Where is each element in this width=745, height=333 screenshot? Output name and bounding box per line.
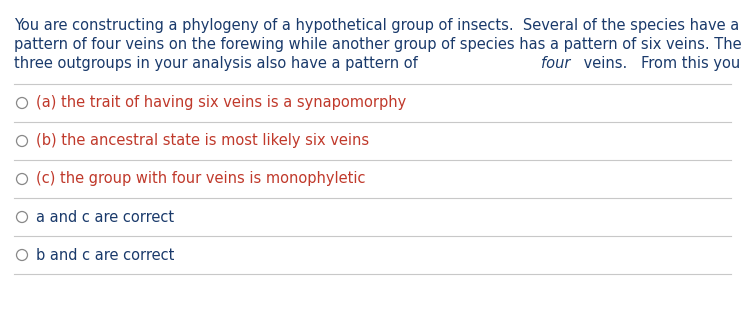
Circle shape bbox=[16, 249, 28, 260]
Text: You are constructing a phylogeny of a hypothetical group of insects.  Several of: You are constructing a phylogeny of a hy… bbox=[14, 18, 739, 33]
Text: a and c are correct: a and c are correct bbox=[36, 209, 174, 224]
Circle shape bbox=[16, 136, 28, 147]
Text: b and c are correct: b and c are correct bbox=[36, 247, 174, 262]
Text: four: four bbox=[541, 56, 571, 71]
Text: (a) the trait of having six veins is a synapomorphy: (a) the trait of having six veins is a s… bbox=[36, 96, 406, 111]
Circle shape bbox=[16, 173, 28, 184]
Circle shape bbox=[16, 98, 28, 109]
Text: (b) the ancestral state is most likely six veins: (b) the ancestral state is most likely s… bbox=[36, 134, 369, 149]
Text: pattern of four veins on the forewing while another group of species has a patte: pattern of four veins on the forewing wh… bbox=[14, 37, 741, 52]
Text: veins.   From this you can conclude:: veins. From this you can conclude: bbox=[579, 56, 745, 71]
Circle shape bbox=[16, 211, 28, 222]
Text: (c) the group with four veins is monophyletic: (c) the group with four veins is monophy… bbox=[36, 171, 366, 186]
Text: three outgroups in your analysis also have a pattern of: three outgroups in your analysis also ha… bbox=[14, 56, 422, 71]
